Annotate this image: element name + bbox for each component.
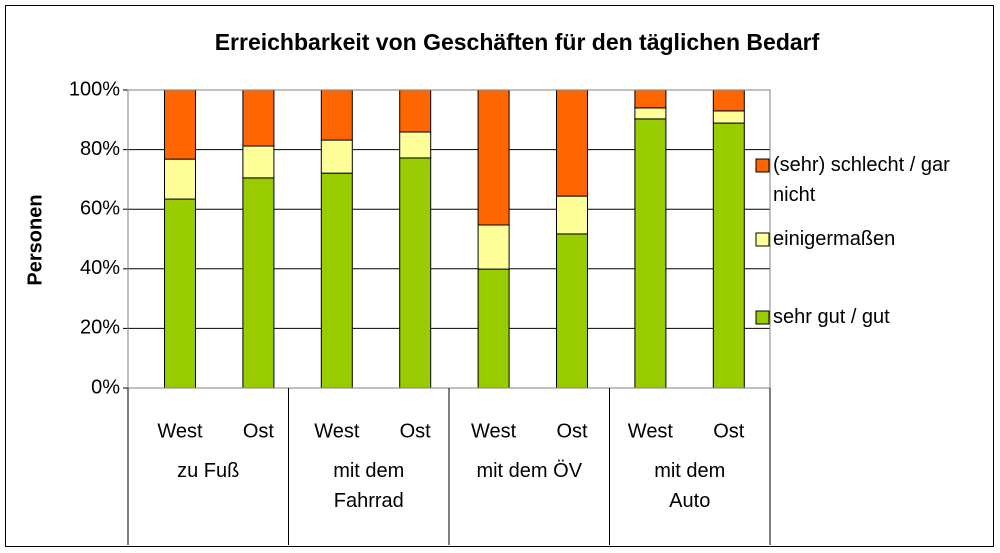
bar-segment: [399, 157, 432, 389]
bar-segment: [712, 110, 745, 124]
x-tick-label: Ost: [400, 420, 432, 442]
legend-label: einigermaßen: [773, 228, 896, 250]
bar-segment: [164, 158, 196, 200]
group-label: mit dem Auto: [654, 460, 726, 512]
bar-segment: [477, 89, 510, 226]
y-tick-label: 0%: [91, 376, 120, 398]
x-tick-label: West: [628, 420, 674, 442]
bar-segment: [712, 89, 745, 112]
chart-title: Erreichbarkeit von Geschäften für den tä…: [215, 29, 820, 55]
group-label: zu Fuß: [177, 460, 240, 482]
x-tick-label: West: [314, 420, 360, 442]
bar-segment: [242, 89, 275, 147]
bar-segment: [556, 89, 588, 197]
bar-segment: [477, 224, 510, 270]
bar-segment: [556, 195, 588, 235]
x-tick-label: Ost: [556, 420, 588, 442]
y-axis-label: Personen: [24, 194, 46, 285]
bar-segment: [399, 89, 432, 133]
legend-swatch: [755, 310, 770, 325]
bar-segment: [634, 107, 667, 120]
group-label: mit dem Fahrrad: [333, 460, 405, 512]
bar-segment: [320, 139, 353, 174]
legend-label: (sehr) schlecht / gar nicht: [773, 154, 950, 206]
bar-segment: [556, 233, 588, 389]
y-tick-label: 40%: [80, 257, 120, 279]
x-tick-label: West: [157, 420, 203, 442]
bar-segment: [399, 131, 432, 159]
bar-segment: [634, 118, 667, 389]
x-tick-label: West: [471, 420, 517, 442]
legend-swatch: [755, 232, 770, 247]
x-tick-label: Ost: [713, 420, 745, 442]
bar-segment: [164, 89, 196, 160]
legend-label: sehr gut / gut: [773, 306, 890, 328]
y-tick-label: 100%: [69, 78, 120, 100]
y-tick-label: 60%: [80, 197, 120, 219]
bar-segment: [320, 172, 353, 389]
bar-segment: [242, 145, 275, 179]
bar-segment: [242, 177, 275, 389]
legend-swatch: [755, 158, 770, 173]
group-label: mit dem ÖV: [476, 460, 583, 482]
x-tick-label: Ost: [243, 420, 275, 442]
y-tick-label: 20%: [80, 317, 120, 339]
plot-area: [128, 90, 770, 388]
bar-segment: [712, 122, 745, 389]
bar-segment: [320, 89, 353, 141]
bar-segment: [477, 268, 510, 389]
bar-segment: [634, 89, 667, 109]
bar-segment: [164, 198, 196, 389]
y-tick-label: 80%: [80, 138, 120, 160]
